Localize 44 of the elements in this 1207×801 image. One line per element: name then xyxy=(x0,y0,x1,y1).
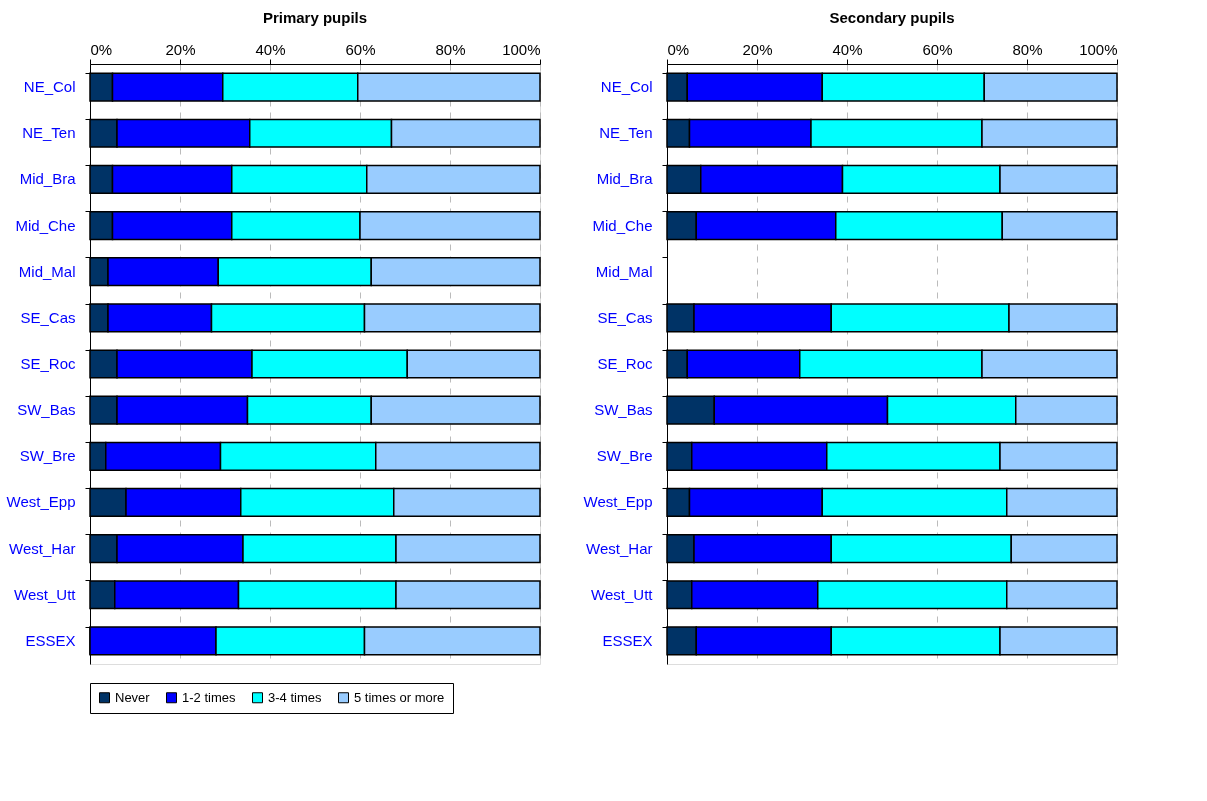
x-tick-label: 80% xyxy=(435,40,466,58)
y-tick-label: SW_Bre xyxy=(19,447,76,465)
y-tick-label: West_Epp xyxy=(583,493,653,511)
y-tick-label: West_Har xyxy=(586,539,653,557)
x-tick-label: 40% xyxy=(832,40,863,58)
y-tick-label: NE_Col xyxy=(600,78,653,96)
x-tick-label: 0% xyxy=(90,40,113,58)
y-tick-label: Mid_Che xyxy=(592,216,653,234)
y-tick-label: West_Utt xyxy=(591,585,654,603)
legend-label: 5 times or more xyxy=(354,689,445,705)
chart-title: Secondary pupils xyxy=(829,9,955,26)
chart-title: Primary pupils xyxy=(262,9,368,26)
y-tick-label: Mid_Mal xyxy=(595,262,653,280)
x-tick-label: 80% xyxy=(1012,40,1043,58)
legend-label: Never xyxy=(115,689,151,705)
y-tick-label: West_Har xyxy=(9,539,76,557)
y-tick-label: SE_Cas xyxy=(597,308,653,326)
y-tick-label: SE_Roc xyxy=(20,355,76,372)
x-tick-label: 20% xyxy=(742,40,773,58)
x-tick-label: 60% xyxy=(345,40,376,58)
y-tick-label: West_Utt xyxy=(14,585,77,603)
x-tick-label: 40% xyxy=(255,40,286,58)
y-tick-label: SW_Bas xyxy=(17,401,76,419)
y-tick-label: SE_Roc xyxy=(597,355,653,372)
x-tick-label: 100% xyxy=(502,40,541,58)
y-tick-label: Mid_Mal xyxy=(18,262,76,280)
y-tick-label: SE_Cas xyxy=(20,308,76,326)
y-tick-label: NE_Col xyxy=(23,78,76,96)
y-tick-label: ESSEX xyxy=(602,631,653,649)
y-tick-label: Mid_Bra xyxy=(596,170,654,188)
x-tick-label: 100% xyxy=(1079,40,1118,58)
y-tick-label: SW_Bas xyxy=(594,401,653,419)
x-tick-label: 60% xyxy=(922,40,953,58)
x-tick-label: 0% xyxy=(667,40,690,58)
y-tick-label: NE_Ten xyxy=(22,124,76,142)
y-tick-label: NE_Ten xyxy=(599,124,653,142)
y-tick-label: West_Epp xyxy=(6,493,76,511)
legend-label: 1-2 times xyxy=(182,689,236,705)
y-tick-label: SW_Bre xyxy=(596,447,653,465)
y-tick-label: Mid_Che xyxy=(15,216,76,234)
y-tick-label: Mid_Bra xyxy=(19,170,77,188)
y-tick-label: ESSEX xyxy=(25,631,76,649)
legend-label: 3-4 times xyxy=(268,689,322,705)
x-tick-label: 20% xyxy=(165,40,196,58)
